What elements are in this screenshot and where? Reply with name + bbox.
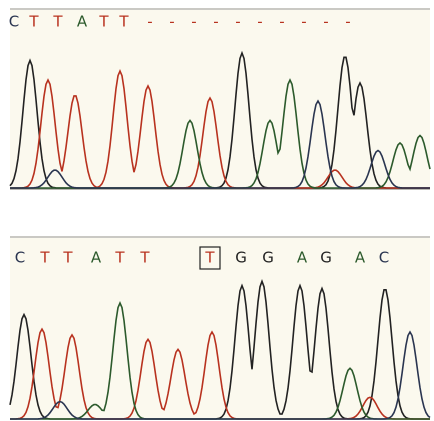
base-call: G [235,249,247,267]
base-call: C [379,249,389,267]
base-call: T [52,13,63,31]
base-call: T [39,249,50,267]
base-call: T [139,249,150,267]
base-call: T [118,13,129,31]
base-call: T [62,249,73,267]
base-call: T [98,13,109,31]
chromatogram-figure: CTTATT---------- CTTATTTGGAGAC [0,0,434,421]
base-call: A [355,249,366,267]
base-call: - [323,13,328,31]
base-call: G [262,249,274,267]
base-call: - [147,13,152,31]
base-call: T [114,249,125,267]
base-call: C [15,249,25,267]
base-call: G [320,249,332,267]
base-call: T [204,249,215,267]
base-call: - [345,13,350,31]
base-call: - [169,13,174,31]
base-call: - [301,13,306,31]
base-call: A [297,249,308,267]
base-call: - [235,13,240,31]
base-call: A [91,249,102,267]
base-call: A [77,13,88,31]
base-call: C [9,13,19,31]
base-call: - [279,13,284,31]
base-call: T [28,13,39,31]
base-call: - [191,13,196,31]
base-call: - [257,13,262,31]
base-call: - [213,13,218,31]
